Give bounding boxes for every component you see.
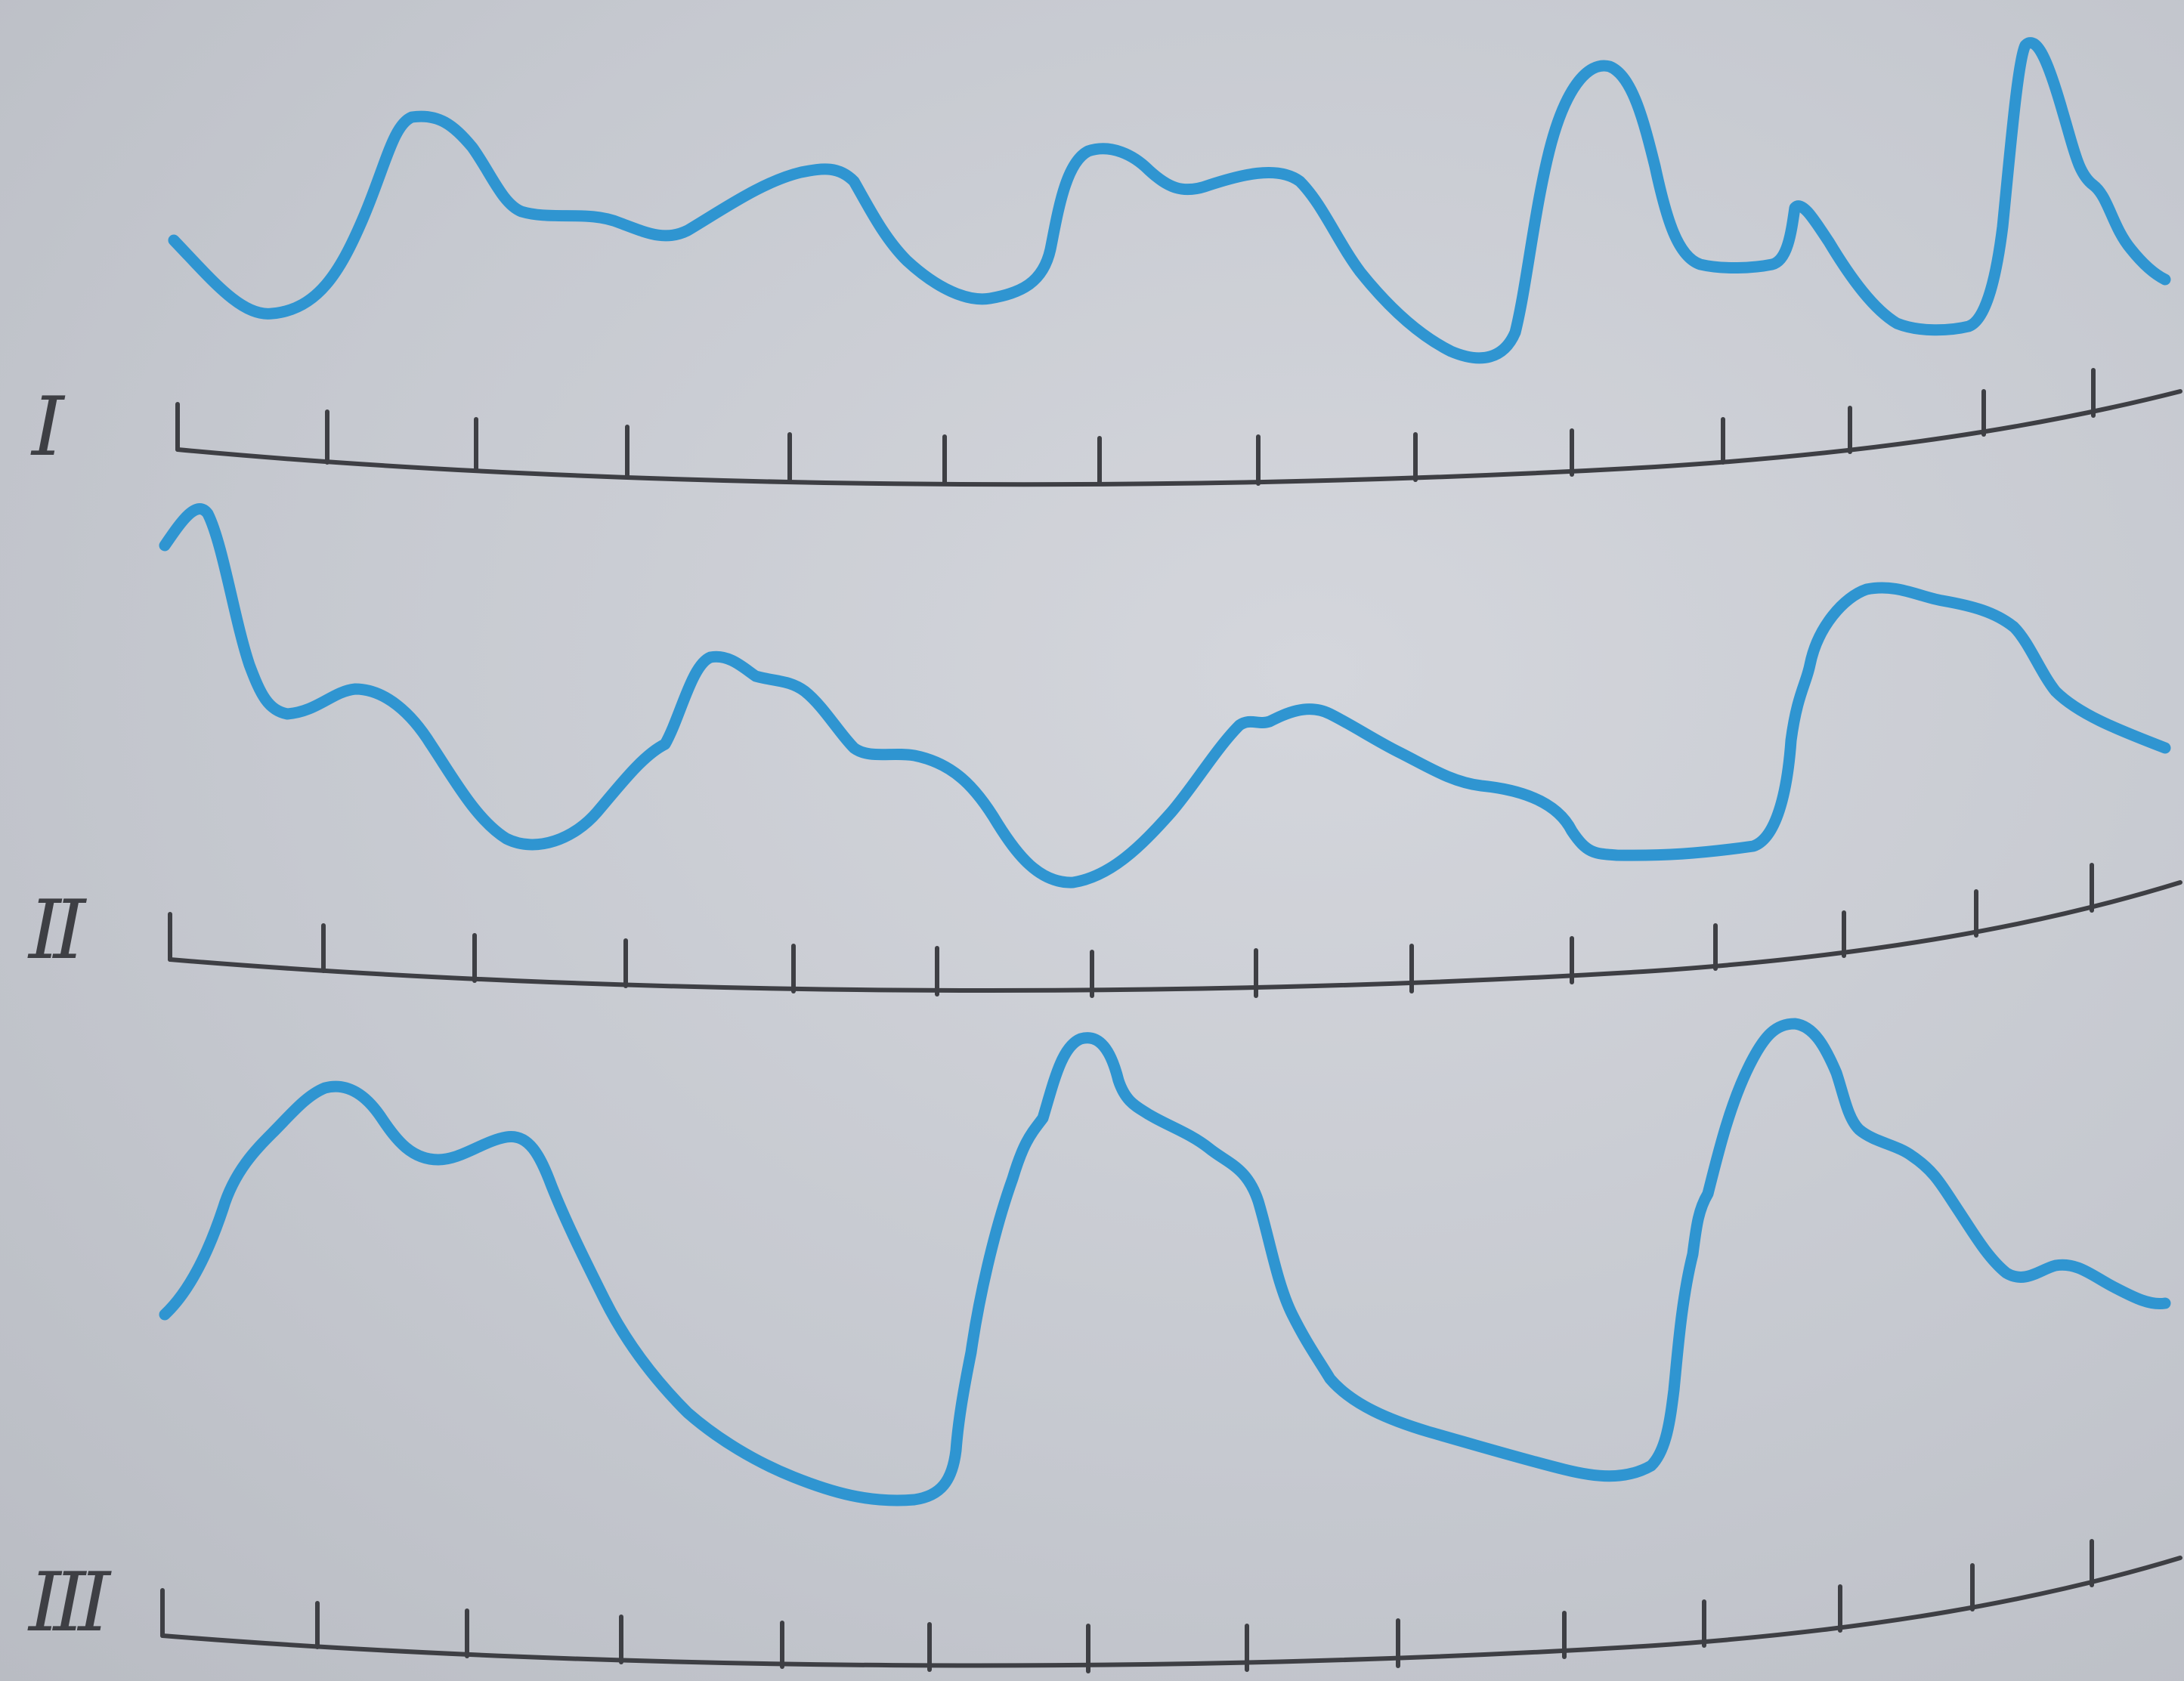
trace-group-2: II [27,503,2182,998]
axis-1-ticks [175,368,2096,486]
axis-3-ticks [160,1539,2094,1673]
trace-1-curve [168,37,2171,364]
trace-2-label: II [27,883,88,978]
trace-3-curve [159,1018,2171,1506]
trace-group-3: III [27,1018,2182,1673]
trace-3-label: III [27,1556,112,1650]
trace-2-curve [159,503,2171,888]
trace-group-1: I [30,37,2182,487]
trace-1-label: I [30,380,66,474]
axis-3-baseline [160,1556,2182,1668]
axis-2-baseline [168,880,2182,993]
axis-2-ticks [168,863,2094,998]
